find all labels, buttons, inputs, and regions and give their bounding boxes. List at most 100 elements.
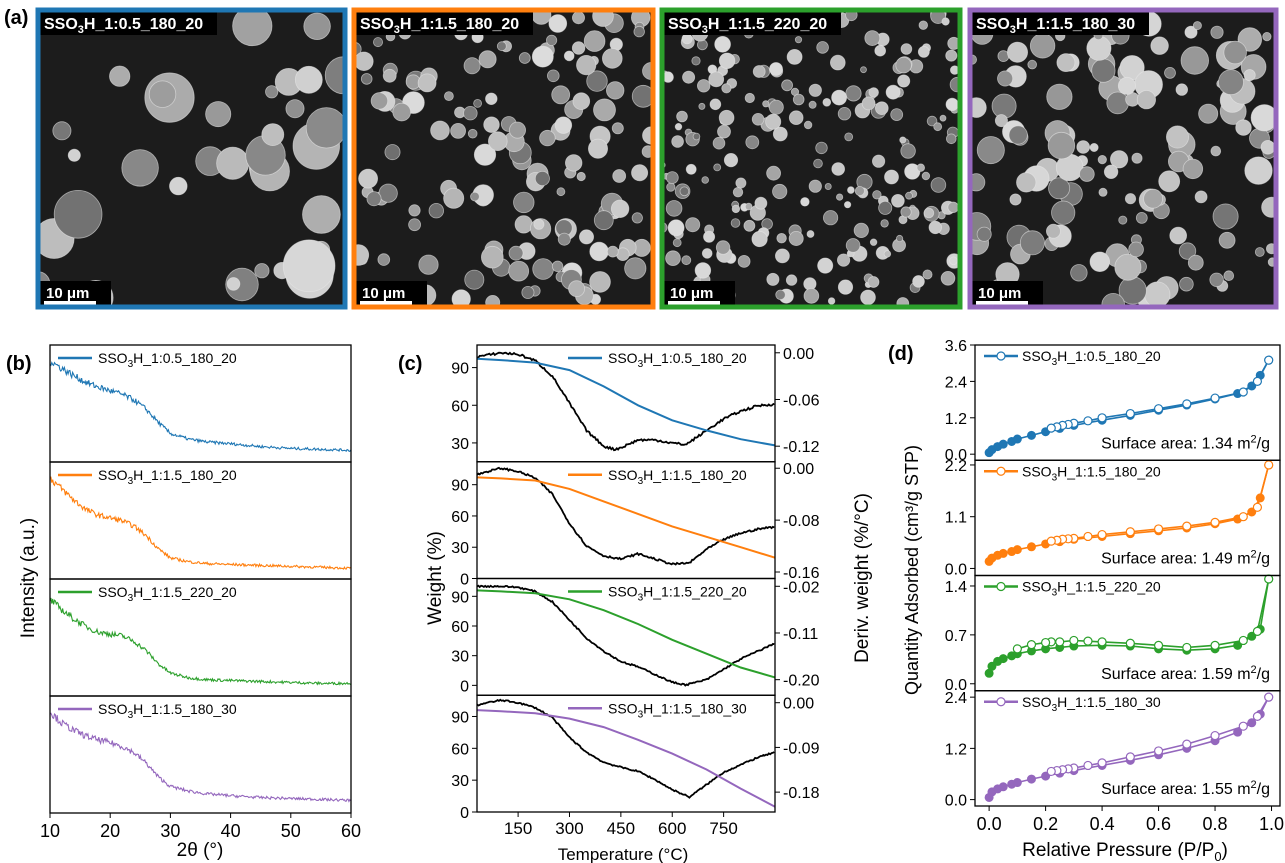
sem-particle [718,52,736,70]
sem-particle [384,144,401,161]
sem-particle [265,85,279,99]
sem-particle [808,83,822,97]
adsorption-point [1012,434,1022,444]
sem-particle [916,163,925,172]
sem-particle [900,43,913,55]
sem-particle [1218,231,1236,249]
sem-particle [792,93,805,106]
sem-particle [895,234,904,243]
sem-particle [1243,69,1256,82]
sem-particle [743,219,756,232]
tga-right-tick-label: -0.06 [783,392,820,409]
bet-chart: 0.0 1.2 2.4 3.6 SSO3H_1:0.5_180_20 Surface ar… [945,338,1284,834]
sem-particle [933,122,943,132]
sem-particle [766,165,781,181]
legend-marker [996,697,1006,707]
sem-particle [539,129,556,147]
sem-particle [1180,46,1210,75]
sem-particle [692,132,701,141]
sem-particle [867,276,880,288]
sem-particle [611,122,624,135]
bet-subplot-2: 0.0 1.1 2.2 SSO3H_1:1.5_180_20 Surface area:… [945,458,1281,578]
tga-left-tick-label: 90 [451,361,469,378]
legend-label: SSO3H_1:1.5_180_20 [608,467,747,487]
sem-particle [464,269,485,290]
sem-title: SSO3H_1:1.5_180_30 [976,16,1135,36]
sem-particle [776,232,787,244]
deriv-weight-line [476,584,775,687]
desorption-point [1097,758,1107,768]
tga-right-tick-label: 0.00 [783,696,814,713]
sem-particle [1187,254,1204,271]
desorption-point [1046,766,1056,777]
sem-particle [392,102,412,122]
sem-particle [513,191,535,214]
sem-particle [565,154,583,172]
sem-particle [1079,166,1095,182]
desorption-point [1252,711,1263,721]
scale-bar [360,301,412,305]
weight-line [476,709,776,808]
tga-right-tick-label: -0.11 [783,626,818,643]
sem-particle [282,239,336,293]
sem-particle [895,56,912,74]
sem-particle [360,73,373,85]
sem-particle [1144,281,1171,307]
legend-label: SSO3H_1:1.5_180_30 [98,701,237,721]
sem-particle [899,136,907,144]
sem-particle [715,240,731,255]
bet-x-tick-label: 1.0 [1259,814,1284,834]
sem-particle [829,54,846,71]
sem-particle [766,272,780,286]
sem-particle [665,250,681,267]
sem-particle [606,81,625,100]
bet-x-tick-label: 0.4 [1090,814,1115,834]
sem-particle [788,230,804,246]
sem-particle [945,97,959,112]
adsorption-point [1012,545,1022,555]
bet-subplot-1: 0.0 1.2 2.4 3.6 SSO3H_1:0.5_180_20 Surface ar… [945,338,1281,464]
desorption-point [1210,517,1220,527]
panel-label-c: (c) [398,353,422,375]
sem-particle [533,218,545,230]
desorption-point [1097,413,1107,423]
desorption-point [1097,637,1107,647]
sem-particle [1166,125,1190,149]
sem-particle [679,186,690,197]
sem-particle [785,274,798,286]
desorption-point [1125,408,1135,419]
sem-particle [417,73,437,93]
sem-particle [557,232,571,246]
sem-particle [884,169,899,185]
sem-particle [822,98,832,107]
sem-particle [868,87,879,98]
sem-particle [546,69,560,83]
sem-particle [772,126,788,142]
desorption-point [1083,531,1093,542]
scale-bar-label: 10 μm [362,285,405,302]
sem-particle [949,256,958,266]
sem-particle [463,57,481,75]
sem-particle [302,195,341,234]
sem-title-background [663,11,841,35]
tga-x-axis-label: Temperature (°C) [558,845,689,863]
tga-left-tick-label: 30 [451,649,469,666]
scale-bar-label: 10 μm [46,285,89,302]
tga-subplot-4: 0 30 60 90 0.00 -0.09 -0.18 SSO3H_1:1.5_180_30 [451,694,820,822]
desorption-point [1210,640,1220,650]
sem-particle [428,202,445,219]
sem-background [662,10,960,307]
tga-left-tick-label: 0 [460,805,469,822]
desorption-point [1125,527,1135,537]
sem-particle [883,250,892,258]
tga-right-tick-label: 0.00 [783,461,814,478]
sem-particle [762,100,770,108]
sem-particle [1128,241,1144,258]
sem-particle [817,257,834,274]
sem-particle [1210,145,1222,157]
bet-y-tick-label: 1.2 [945,741,967,758]
sem-particle [1118,215,1128,225]
sem-particle [496,41,507,52]
bet-y-tick-label: 2.4 [945,690,967,707]
sem-particle [305,107,345,149]
